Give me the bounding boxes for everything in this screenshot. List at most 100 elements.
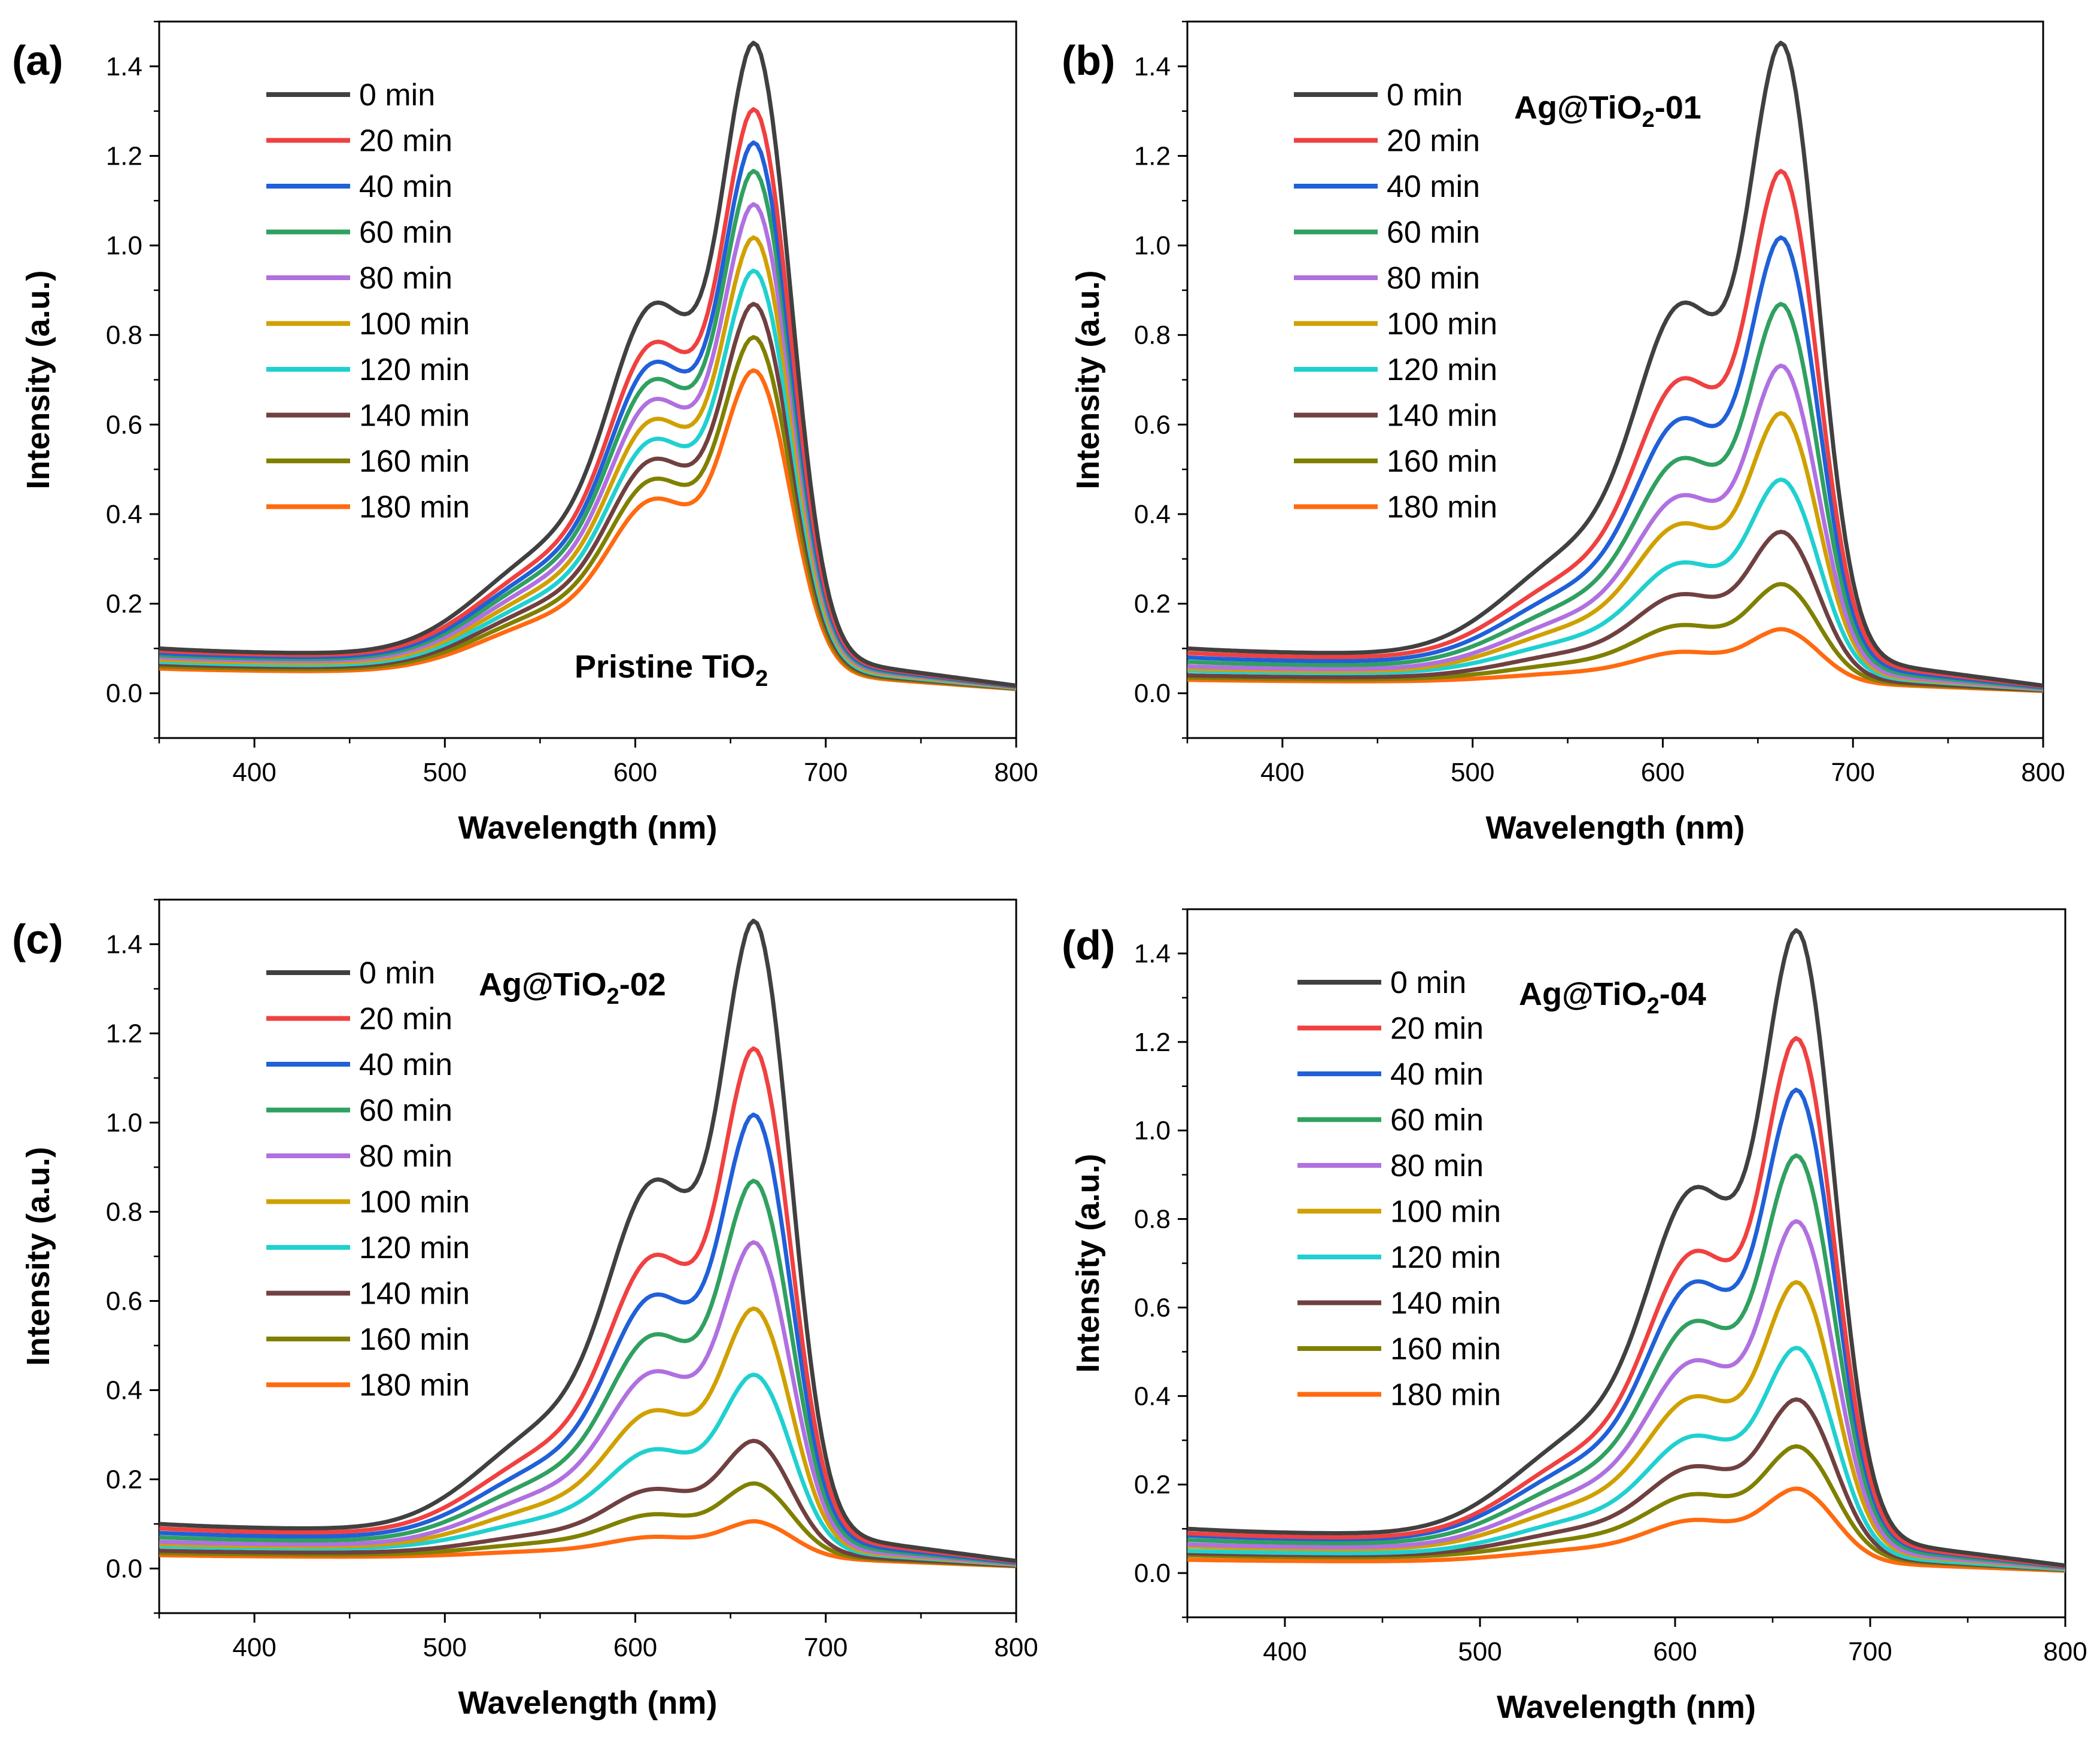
legend-label: 20 min bbox=[359, 1002, 452, 1037]
y-tick-label: 1.4 bbox=[106, 52, 142, 81]
legend-label: 40 min bbox=[359, 1047, 452, 1082]
y-tick-label: 0.6 bbox=[106, 410, 142, 439]
legend-label: 80 min bbox=[359, 1139, 452, 1174]
panel-a: 400 500 600 700 800 0.0 0.2 0.4 0.6 0.8 1.0 1.2 1.4 W… bbox=[0, 0, 1050, 870]
legend-label: 80 min bbox=[359, 261, 452, 296]
y-tick-label: 0.2 bbox=[1134, 1470, 1171, 1499]
x-axis-title: Wavelength (nm) bbox=[1485, 810, 1745, 846]
y-tick-label: 0.6 bbox=[1134, 410, 1171, 439]
x-tick-label: 400 bbox=[232, 1633, 276, 1662]
y-tick-label: 0.0 bbox=[106, 1554, 142, 1584]
x-tick-label: 800 bbox=[994, 1633, 1038, 1662]
x-tick-label: 700 bbox=[804, 1633, 847, 1662]
legend-label: 180 min bbox=[1387, 490, 1497, 525]
y-tick-label: 0.0 bbox=[1134, 679, 1171, 708]
y-tick-label: 1.4 bbox=[1134, 52, 1171, 81]
series-group bbox=[1187, 928, 2065, 1573]
series-line-180-min bbox=[1187, 1486, 2065, 1573]
legend-label: 0 min bbox=[359, 956, 435, 991]
y-tick-label: 0.4 bbox=[106, 500, 142, 529]
x-tick-label: 400 bbox=[1263, 1637, 1306, 1666]
legend-label: 120 min bbox=[359, 353, 470, 387]
series-group bbox=[1187, 41, 2043, 693]
legend-label: 40 min bbox=[359, 169, 452, 204]
y-tick-label: 0.2 bbox=[106, 1465, 142, 1495]
x-tick-label: 600 bbox=[613, 758, 657, 787]
y-tick-label: 0.0 bbox=[1134, 1559, 1171, 1588]
y-tick-label: 1.4 bbox=[106, 930, 142, 959]
legend-label: 80 min bbox=[1387, 261, 1480, 296]
sample-annotation: Pristine TiO2 bbox=[575, 649, 768, 691]
legend-label: 20 min bbox=[359, 124, 452, 159]
legend-label: 40 min bbox=[1387, 169, 1480, 204]
x-axis-title: Wavelength (nm) bbox=[458, 810, 717, 846]
y-tick-label: 1.2 bbox=[106, 1019, 142, 1049]
series-line-20-min bbox=[159, 1046, 1016, 1564]
plot-frame bbox=[158, 898, 1017, 1614]
panel-letter: (b) bbox=[1062, 37, 1115, 84]
y-tick-label: 0.2 bbox=[106, 590, 142, 619]
legend-label: 160 min bbox=[1387, 444, 1497, 479]
y-tick-label: 1.0 bbox=[1134, 1116, 1171, 1146]
y-tick-label: 0.8 bbox=[106, 321, 142, 350]
x-tick-label: 600 bbox=[1653, 1637, 1697, 1666]
y-tick-label: 0.0 bbox=[106, 679, 142, 708]
series-line-20-min bbox=[1187, 1036, 2065, 1569]
legend-label: 60 min bbox=[359, 1094, 452, 1128]
series-line-0-min bbox=[1187, 928, 2065, 1568]
series-line-20-min bbox=[1187, 169, 2043, 689]
x-tick-label: 400 bbox=[232, 758, 276, 787]
y-tick-label: 0.2 bbox=[1134, 590, 1171, 619]
series-line-80-min bbox=[1187, 1219, 2065, 1571]
y-tick-label: 1.0 bbox=[106, 1109, 142, 1138]
legend-label: 120 min bbox=[359, 1231, 470, 1265]
y-tick-label: 0.8 bbox=[1134, 1205, 1171, 1234]
series-line-60-min bbox=[159, 1179, 1016, 1566]
series-line-60-min bbox=[1187, 302, 2043, 690]
plot-frame bbox=[1186, 908, 2066, 1618]
x-tick-label: 800 bbox=[994, 758, 1038, 787]
series-line-80-min bbox=[1187, 363, 2043, 691]
y-tick-label: 1.0 bbox=[106, 231, 142, 260]
x-tick-label: 600 bbox=[1641, 758, 1685, 787]
legend-label: 40 min bbox=[1390, 1057, 1484, 1092]
legend-label: 100 min bbox=[1390, 1195, 1501, 1229]
x-tick-label: 500 bbox=[1451, 758, 1494, 787]
legend-label: 60 min bbox=[359, 215, 452, 250]
y-axis-title: Intensity (a.u.) bbox=[20, 270, 56, 489]
legend-label: 120 min bbox=[1390, 1240, 1501, 1275]
y-tick-label: 0.4 bbox=[1134, 1381, 1171, 1411]
series-group bbox=[159, 918, 1016, 1569]
y-axis-title: Intensity (a.u.) bbox=[20, 1147, 56, 1366]
chart-a: 400 500 600 700 800 0.0 0.2 0.4 0.6 0.8 1.0 1.2 1.4 W… bbox=[12, 20, 1038, 846]
legend-label: 140 min bbox=[359, 1277, 470, 1311]
series-line-120-min bbox=[159, 268, 1016, 690]
series-line-40-min bbox=[1187, 1088, 2065, 1569]
legend-label: 100 min bbox=[359, 307, 470, 342]
y-tick-label: 1.2 bbox=[106, 141, 142, 171]
chart-b: 400 500 600 700 800 0.0 0.2 0.4 0.6 0.8 1.0 1.2 1.4 W… bbox=[1062, 20, 2065, 846]
x-tick-label: 700 bbox=[1831, 758, 1875, 787]
x-axis-title: Wavelength (nm) bbox=[1497, 1689, 1756, 1725]
series-line-20-min bbox=[159, 107, 1016, 688]
x-tick-label: 700 bbox=[1848, 1637, 1892, 1666]
x-tick-label: 400 bbox=[1260, 758, 1304, 787]
legend-label: 140 min bbox=[359, 399, 470, 433]
legend-label: 160 min bbox=[359, 444, 470, 479]
series-group bbox=[159, 41, 1016, 691]
series-line-80-min bbox=[159, 1240, 1016, 1566]
sample-annotation: Ag@TiO2-02 bbox=[479, 967, 666, 1009]
legend-label: 160 min bbox=[1390, 1332, 1501, 1367]
x-tick-label: 500 bbox=[423, 1633, 467, 1662]
series-line-100-min bbox=[1187, 411, 2043, 691]
legend: 0 min 20 min 40 min 60 min 80 min 100 min 120 … bbox=[1297, 965, 1501, 1413]
legend-label: 0 min bbox=[1390, 965, 1466, 1000]
panel-c: 400 500 600 700 800 0.0 0.2 0.4 0.6 0.8 1.0 1.2 1.4 W… bbox=[0, 870, 1050, 1740]
legend-label: 120 min bbox=[1387, 353, 1497, 387]
x-tick-label: 700 bbox=[804, 758, 847, 787]
y-axis-title: Intensity (a.u.) bbox=[1070, 1153, 1106, 1372]
y-axis-title: Intensity (a.u.) bbox=[1070, 270, 1106, 489]
legend-label: 180 min bbox=[359, 490, 470, 525]
legend-label: 20 min bbox=[1387, 124, 1480, 159]
y-tick-label: 0.6 bbox=[106, 1287, 142, 1316]
